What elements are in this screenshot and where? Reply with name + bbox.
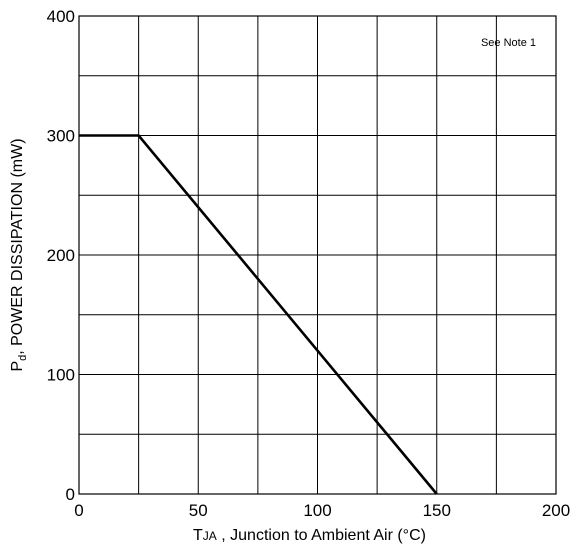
y-axis-label-subscript: d	[17, 355, 29, 361]
derating-curve	[79, 134, 438, 495]
grid	[79, 16, 556, 494]
chart-annotation: See Note 1	[481, 37, 536, 49]
y-axis-label-symbol: P	[9, 361, 26, 372]
x-axis-label: TJA , Junction to Ambient Air (°C)	[193, 527, 426, 544]
x-axis-label-subscript: JA	[203, 529, 217, 543]
y-axis-label: Pd, POWER DISSIPATION (mW)	[9, 138, 29, 371]
x-tick-label: 100	[303, 501, 331, 520]
plot-frame	[78, 15, 557, 495]
x-tick-label: 150	[423, 501, 451, 520]
y-tick-label: 400	[47, 7, 75, 26]
y-tick-label: 100	[47, 366, 75, 385]
y-axis-label-text: , POWER DISSIPATION (mW)	[9, 138, 26, 354]
x-axis-label-symbol: T	[193, 527, 203, 544]
x-tick-label: 0	[74, 501, 83, 520]
y-tick-label: 300	[47, 127, 75, 146]
y-tick-label: 200	[47, 246, 75, 265]
y-tick-label: 0	[66, 485, 75, 504]
x-tick-label: 200	[542, 501, 570, 520]
tick-labels: 0 50 100 150 200 0 100 200 300 400	[47, 7, 571, 520]
x-axis-label-text: , Junction to Ambient Air (°C)	[217, 527, 426, 544]
x-tick-label: 50	[189, 501, 208, 520]
